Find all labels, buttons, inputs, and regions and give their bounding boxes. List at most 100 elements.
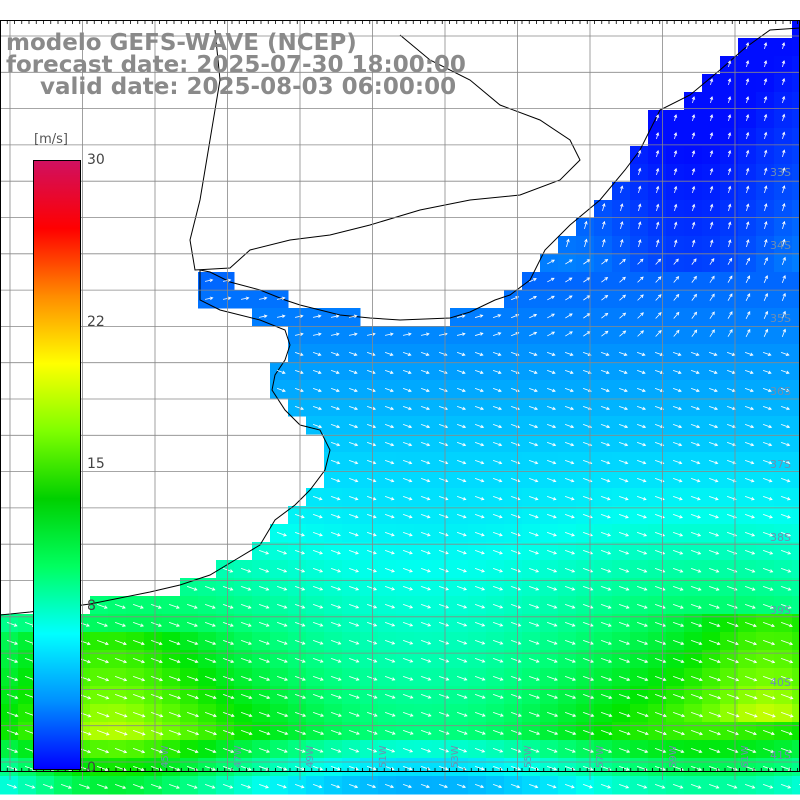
wind-arrow-head: [354, 784, 359, 789]
wind-arrow: [782, 114, 785, 122]
wind-arrow: [674, 168, 677, 176]
wind-arrow: [150, 711, 163, 717]
wind-arrow: [583, 259, 591, 265]
wind-arrow-head: [105, 641, 109, 646]
wind-arrow-head: [248, 695, 253, 699]
wind-arrow-head: [337, 551, 341, 555]
wind-arrow-head: [123, 641, 127, 646]
wind-arrow: [763, 293, 768, 301]
wind-arrow-head: [590, 659, 594, 663]
wind-arrow-head: [786, 497, 791, 501]
wind-arrow-head: [391, 569, 395, 573]
wind-arrow: [546, 675, 558, 681]
wind-arrow: [474, 405, 484, 410]
wind-arrow-head: [445, 713, 450, 717]
wind-arrow-head: [372, 784, 377, 789]
wind-arrow: [672, 459, 682, 464]
wind-arrow: [764, 221, 767, 230]
wind-arrow: [474, 747, 485, 753]
wind-arrow-head: [787, 767, 792, 771]
wind-arrow-head: [551, 295, 555, 299]
wind-arrow-head: [481, 677, 486, 681]
wind-arrow: [709, 258, 715, 265]
wind-cell: [792, 74, 800, 93]
wind-arrow: [168, 747, 181, 753]
wind-arrow-head: [194, 623, 198, 627]
wind-arrow: [312, 585, 323, 591]
wind-arrow-head: [771, 678, 776, 682]
wind-arrow-head: [319, 605, 324, 609]
wind-arrow-head: [462, 784, 467, 789]
wind-arrow: [330, 423, 340, 428]
wind-arrow-head: [590, 677, 595, 681]
wind-arrow: [438, 657, 449, 663]
wind-arrow-head: [752, 749, 757, 754]
wind-arrow: [438, 531, 449, 536]
wind-arrow-head: [284, 731, 289, 735]
wind-cell: [792, 650, 800, 669]
wind-arrow-head: [640, 294, 644, 298]
wind-arrow-head: [789, 696, 794, 700]
wind-arrow: [762, 783, 773, 789]
wind-arrow: [348, 441, 358, 446]
wind-arrow-head: [336, 442, 341, 447]
wind-cell: [792, 614, 800, 633]
wind-arrow-head: [409, 659, 414, 663]
wind-arrow-head: [569, 352, 574, 356]
wind-arrow-head: [640, 276, 644, 281]
wind-arrow-head: [212, 767, 217, 771]
wind-arrow: [366, 513, 377, 518]
wind-arrow: [402, 513, 413, 518]
wind-arrow: [240, 747, 252, 753]
wind-arrow: [746, 239, 749, 248]
wind-arrow-head: [444, 784, 448, 789]
wind-arrow-head: [681, 713, 686, 718]
wind-arrow: [708, 693, 721, 699]
wind-arrow: [294, 783, 304, 788]
wind-arrow-head: [678, 424, 683, 429]
wind-arrow-head: [159, 713, 164, 718]
wind-arrow-head: [336, 406, 341, 411]
wind-arrow: [654, 675, 666, 681]
wind-arrow: [132, 729, 146, 735]
wind-arrow: [384, 765, 394, 770]
wind-arrow-head: [427, 677, 432, 681]
longitude-label: 53W: [450, 745, 461, 768]
wind-arrow-head: [678, 460, 683, 465]
wind-arrow: [366, 675, 377, 681]
wind-arrow-head: [211, 785, 216, 789]
wind-arrow-head: [711, 275, 715, 280]
wind-arrow: [258, 639, 270, 645]
wind-arrow-head: [105, 659, 110, 664]
wind-arrow: [492, 693, 504, 699]
wind-arrow: [708, 351, 717, 356]
wind-arrow-head: [782, 203, 786, 207]
wind-arrow: [726, 783, 737, 789]
wind-arrow-head: [781, 113, 786, 118]
wind-arrow-head: [781, 95, 786, 100]
wind-arrow: [582, 747, 594, 753]
wind-cell: [792, 200, 800, 219]
wind-arrow-head: [716, 605, 720, 609]
wind-arrow: [582, 549, 593, 555]
wind-arrow-head: [642, 478, 647, 483]
wind-arrow-head: [608, 749, 613, 753]
wind-arrow-head: [14, 731, 19, 736]
wind-arrow-head: [354, 424, 359, 429]
wind-arrow-head: [750, 497, 755, 501]
wind-arrow: [456, 387, 466, 392]
wind-arrow: [762, 747, 774, 753]
wind-arrow: [420, 513, 431, 518]
wind-arrow: [708, 441, 718, 446]
wind-arrow-head: [372, 496, 377, 501]
wind-arrow-head: [158, 605, 162, 609]
wind-arrow-head: [696, 497, 701, 501]
wind-arrow: [330, 369, 340, 374]
wind-arrow: [690, 387, 700, 392]
wind-arrow: [438, 621, 449, 627]
wind-arrow: [728, 78, 731, 86]
wind-arrow-head: [14, 749, 19, 753]
wind-arrow: [672, 387, 682, 392]
wind-arrow-head: [673, 167, 678, 172]
wind-arrow-head: [463, 605, 468, 609]
